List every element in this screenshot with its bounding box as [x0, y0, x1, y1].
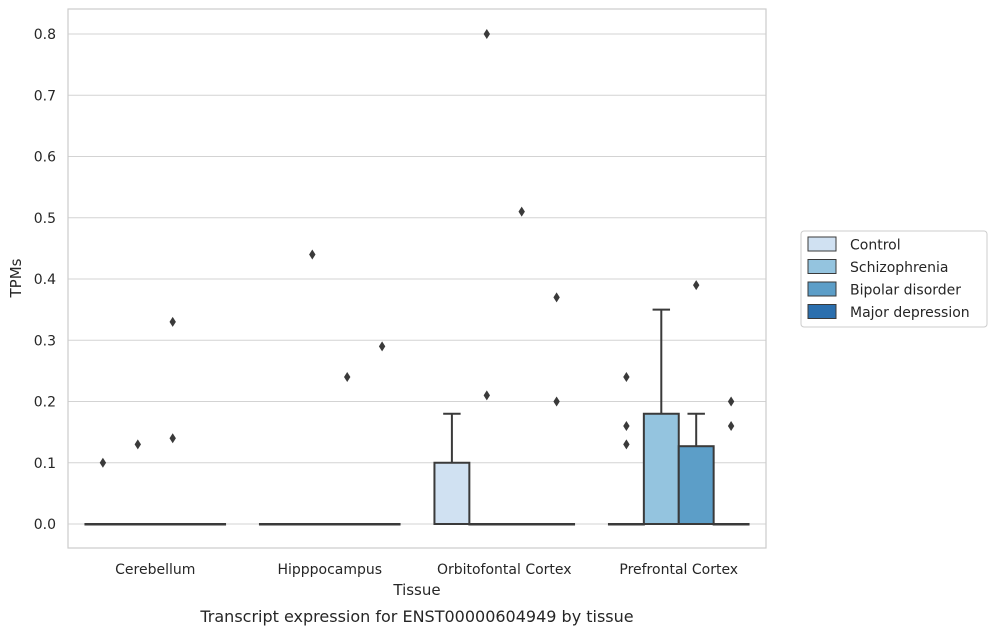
- boxes: [84, 308, 750, 526]
- y-tick-label: 0.5: [34, 211, 56, 227]
- x-axis-ticks: Cerebellum Hipppocampus Orbitofontal Corte…: [115, 562, 738, 578]
- outlier-point: [693, 280, 700, 291]
- x-tick-label: Prefrontal Cortex: [619, 562, 738, 578]
- box: [433, 461, 471, 525]
- outlier-point: [518, 206, 525, 217]
- outlier-point: [553, 292, 560, 303]
- legend-entry: Major depression: [850, 305, 970, 321]
- y-tick-label: 0.3: [34, 333, 56, 349]
- y-axis-ticks: 0.0 0.1 0.2 0.3 0.4 0.5 0.6 0.7 0.8: [34, 27, 56, 533]
- outlier-point: [378, 341, 386, 352]
- box: [642, 412, 680, 525]
- legend-swatch: [807, 236, 837, 252]
- box: [677, 445, 715, 525]
- outlier-point: [553, 396, 560, 407]
- outliers: [99, 29, 735, 468]
- x-tick-label: Orbitofontal Cortex: [437, 562, 572, 578]
- y-tick-label: 0.2: [34, 395, 56, 411]
- outlier-point: [99, 457, 107, 468]
- outlier-point: [727, 421, 735, 431]
- y-tick-label: 0.0: [34, 517, 56, 533]
- legend-entry: Bipolar disorder: [850, 283, 961, 299]
- outlier-point: [623, 421, 630, 431]
- y-tick-label: 0.1: [34, 456, 56, 472]
- legend-swatch: [807, 281, 837, 297]
- grid-lines: [68, 33, 766, 525]
- outlier-point: [169, 316, 176, 327]
- legend: Control Schizophrenia Bipolar disorder Majo…: [800, 230, 988, 328]
- y-tick-label: 0.4: [34, 272, 56, 288]
- y-tick-label: 0.8: [34, 27, 56, 43]
- legend-entry: Schizophrenia: [850, 260, 948, 276]
- outlier-point: [309, 249, 316, 260]
- x-tick-label: Hipppocampus: [277, 562, 382, 578]
- outlier-point: [727, 396, 735, 407]
- y-tick-label: 0.6: [34, 150, 56, 166]
- y-tick-label: 0.7: [34, 88, 56, 104]
- y-axis-label: TPMs: [7, 258, 25, 298]
- legend-swatch: [807, 259, 837, 274]
- outlier-point: [134, 439, 141, 450]
- plot-frame: [67, 8, 767, 549]
- x-tick-label: Cerebellum: [115, 562, 195, 578]
- legend-entry: Control: [850, 238, 901, 254]
- outlier-point: [483, 390, 490, 401]
- outlier-point: [623, 439, 630, 450]
- legend-frame: [800, 230, 988, 328]
- outlier-point: [623, 372, 630, 382]
- legend-swatch: [807, 304, 837, 319]
- outlier-point: [169, 433, 176, 444]
- outlier-point: [344, 372, 351, 382]
- outlier-point: [483, 29, 490, 39]
- chart-caption: Transcript expression for ENST0000060494…: [199, 607, 633, 626]
- x-axis-label: Tissue: [392, 581, 440, 599]
